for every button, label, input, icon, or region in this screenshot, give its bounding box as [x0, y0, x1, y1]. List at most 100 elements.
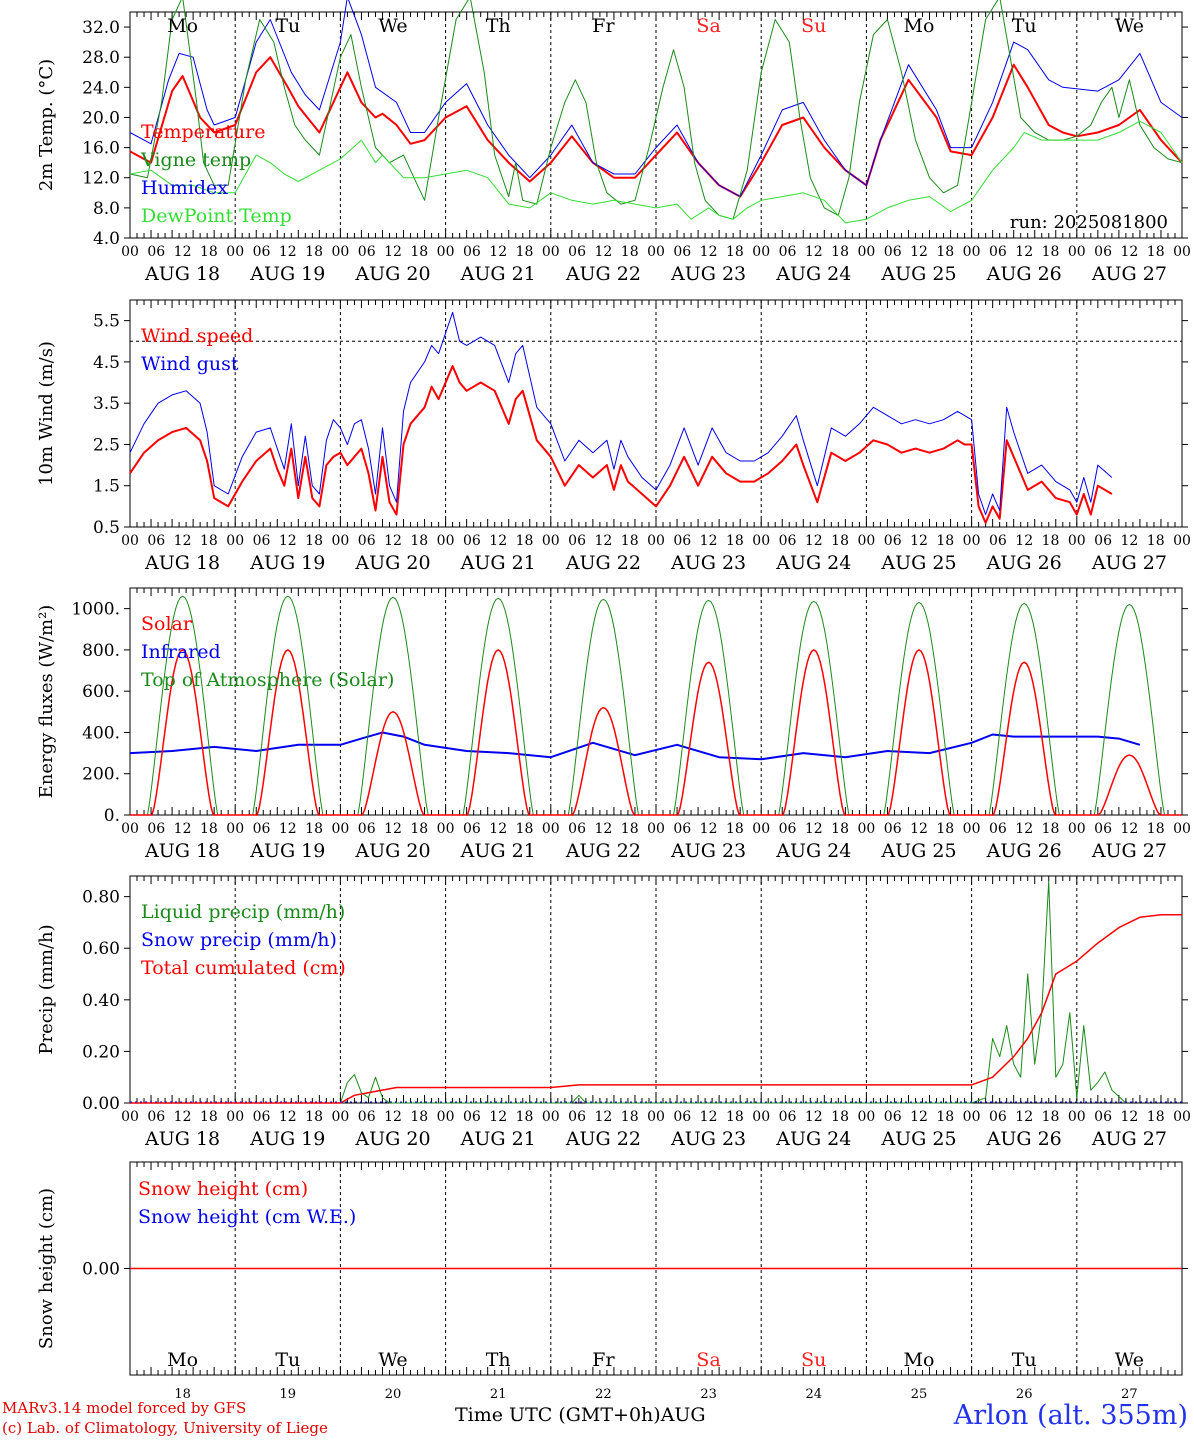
hour-label: 06: [1094, 821, 1112, 837]
hour-label: 18: [726, 244, 744, 260]
hour-label: 06: [1094, 244, 1112, 260]
hour-label: 06: [568, 1109, 586, 1125]
series-line: [129, 365, 1113, 524]
legend-entry: Top of Atmosphere (Solar): [141, 669, 394, 691]
date-label: AUG 25: [880, 263, 956, 285]
hour-label: 06: [147, 533, 165, 549]
hour-label: 00: [331, 1109, 349, 1125]
hour-label: 18: [305, 1109, 323, 1125]
date-label: AUG 20: [354, 840, 430, 862]
hour-label: 18: [1042, 533, 1060, 549]
hour-label: 12: [384, 533, 402, 549]
date-label: AUG 21: [460, 552, 536, 574]
hour-label: 12: [1120, 244, 1138, 260]
run-label: run: 2025081800: [1010, 212, 1168, 233]
hour-label: 12: [700, 244, 718, 260]
hour-label: 00: [121, 821, 139, 837]
hour-label: 12: [594, 1109, 612, 1125]
y-tick-label: 0.00: [82, 1094, 120, 1114]
date-label: AUG 22: [565, 840, 641, 862]
legend-entry: Wind gust: [141, 353, 239, 375]
day-number-label: 19: [280, 1387, 297, 1402]
date-label: AUG 26: [986, 552, 1062, 574]
hour-label: 00: [857, 821, 875, 837]
hour-label: 00: [331, 244, 349, 260]
legend-entry: Temperature: [141, 121, 265, 143]
hour-label: 18: [726, 533, 744, 549]
hour-label: 00: [121, 244, 139, 260]
hour-label: 18: [305, 533, 323, 549]
hour-label: 06: [463, 821, 481, 837]
date-label: AUG 19: [249, 1128, 325, 1150]
panel-3: [124, 587, 1188, 816]
date-label: AUG 23: [670, 840, 746, 862]
hour-label: 06: [463, 244, 481, 260]
hour-label: 00: [752, 821, 770, 837]
y-tick-label: 4.5: [93, 353, 120, 373]
weekday-label: Fr: [592, 1349, 615, 1371]
legend-entry: Infrared: [141, 641, 221, 663]
weekday-label: Mo: [167, 15, 198, 37]
y-tick-label: 0.80: [82, 888, 120, 908]
hour-label: 18: [305, 821, 323, 837]
hour-label: 06: [673, 533, 691, 549]
hour-label: 18: [936, 244, 954, 260]
hour-label: 18: [1042, 1109, 1060, 1125]
hour-label: 18: [200, 533, 218, 549]
date-label: AUG 27: [1091, 552, 1167, 574]
hour-label: 06: [147, 244, 165, 260]
hour-label: 12: [384, 1109, 402, 1125]
hour-label: 06: [147, 1109, 165, 1125]
date-label: AUG 20: [354, 263, 430, 285]
legend-entry: Snow height (cm W.E.): [138, 1206, 356, 1228]
hour-label: 06: [673, 821, 691, 837]
hour-label: 12: [279, 1109, 297, 1125]
hour-label: 12: [805, 533, 823, 549]
hour-label: 00: [1068, 821, 1086, 837]
hour-label: 00: [647, 1109, 665, 1125]
hour-label: 00: [857, 1109, 875, 1125]
date-label: AUG 18: [144, 840, 220, 862]
weekday-label: Su: [801, 15, 826, 37]
y-tick-label: 20.0: [82, 108, 120, 128]
hour-label: 06: [884, 821, 902, 837]
hour-label: 12: [489, 1109, 507, 1125]
y-tick-label: 1.5: [93, 477, 120, 497]
hour-label: 06: [989, 1109, 1007, 1125]
day-number-label: 18: [174, 1387, 191, 1402]
series-line: [129, 0, 1183, 198]
hour-label: 00: [1068, 244, 1086, 260]
weekday-label: Sa: [696, 1349, 720, 1371]
hour-label: 12: [910, 821, 928, 837]
y-tick-label: 0.: [104, 806, 120, 826]
weekday-label: Mo: [904, 1349, 935, 1371]
hour-label: 12: [594, 244, 612, 260]
date-label: AUG 20: [354, 552, 430, 574]
hour-label: 12: [1015, 244, 1033, 260]
y-tick-label: 0.5: [93, 518, 120, 538]
hour-label: 00: [542, 1109, 560, 1125]
hour-label: 00: [1173, 1109, 1191, 1125]
date-label: AUG 27: [1091, 840, 1167, 862]
weekday-label: Th: [486, 15, 511, 37]
hour-label: 18: [516, 821, 534, 837]
date-label: AUG 21: [460, 1128, 536, 1150]
series-line: [130, 913, 1182, 1104]
hour-label: 00: [226, 1109, 244, 1125]
y-tick-label: 12.0: [82, 169, 120, 189]
model-credit: MARv3.14 model forced by GFS: [2, 1399, 247, 1417]
hour-label: 18: [1147, 533, 1165, 549]
date-label: AUG 27: [1091, 1128, 1167, 1150]
y-tick-label: 8.0: [93, 199, 120, 219]
hour-label: 12: [1015, 821, 1033, 837]
hour-label: 00: [647, 821, 665, 837]
hour-label: 00: [1068, 1109, 1086, 1125]
hour-label: 12: [910, 533, 928, 549]
series-line: [129, 0, 1183, 220]
hour-label: 12: [805, 244, 823, 260]
hour-label: 12: [805, 821, 823, 837]
hour-label: 00: [226, 244, 244, 260]
y-tick-label: 4.0: [93, 229, 120, 249]
hour-label: 06: [673, 244, 691, 260]
hour-label: 00: [647, 244, 665, 260]
